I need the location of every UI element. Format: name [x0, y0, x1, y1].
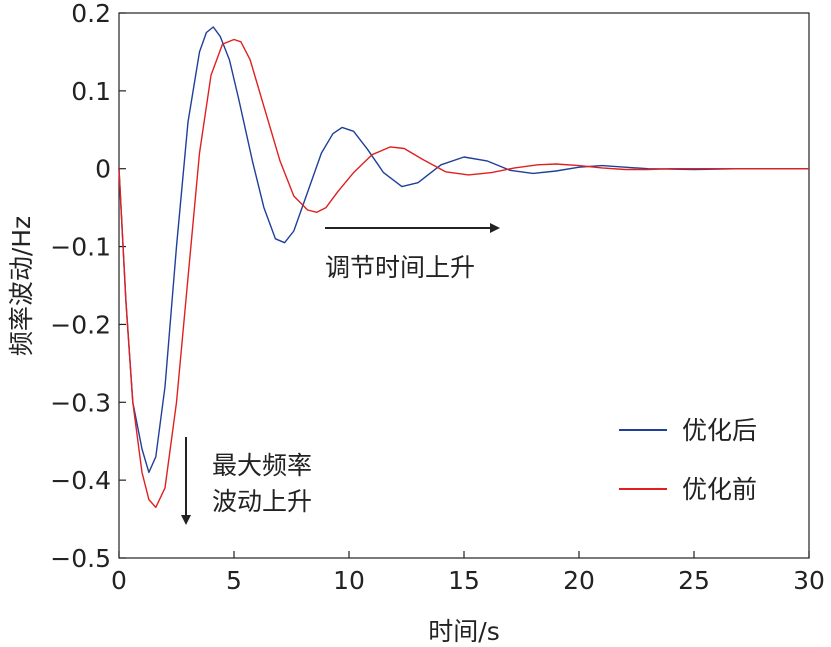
legend-label-original: 优化前	[682, 475, 757, 504]
series-lines	[118, 26, 809, 509]
annotation-max-freq-line1: 最大频率	[212, 451, 312, 480]
series-line-original	[118, 38, 809, 509]
x-tick-label: 30	[793, 566, 825, 595]
y-axis-title: 频率波动/Hz	[7, 216, 36, 356]
annotation-settling-time: 调节时间上升	[325, 253, 475, 282]
y-tick-label: −0.5	[50, 544, 111, 573]
annotation-max-freq-line2: 波动上升	[212, 487, 312, 516]
legend: 优化后 优化前	[619, 416, 757, 504]
x-tick-label: 25	[678, 566, 710, 595]
x-tick-label: 0	[111, 566, 127, 595]
x-tick-label: 15	[448, 566, 480, 595]
x-axis-title: 时间/s	[428, 617, 499, 646]
y-tick-label: −0.1	[50, 233, 111, 262]
y-tick-label: 0	[95, 155, 111, 184]
y-tick-label: −0.3	[50, 388, 111, 417]
y-tick-label: −0.4	[50, 466, 111, 495]
y-tick-label: −0.2	[50, 310, 111, 339]
x-axis: 0 5 10 15 20 25 30	[111, 551, 825, 595]
x-tick-label: 20	[563, 566, 595, 595]
y-axis: 0.2 0.1 0 −0.1 −0.2 −0.3 −0.4 −0.5	[50, 0, 126, 573]
x-tick-label: 5	[226, 566, 242, 595]
legend-label-optimized: 优化后	[682, 416, 757, 445]
x-tick-label: 10	[333, 566, 365, 595]
y-tick-label: 0.1	[71, 77, 111, 106]
series-line-optimized	[118, 26, 809, 474]
y-tick-label: 0.2	[71, 0, 111, 28]
